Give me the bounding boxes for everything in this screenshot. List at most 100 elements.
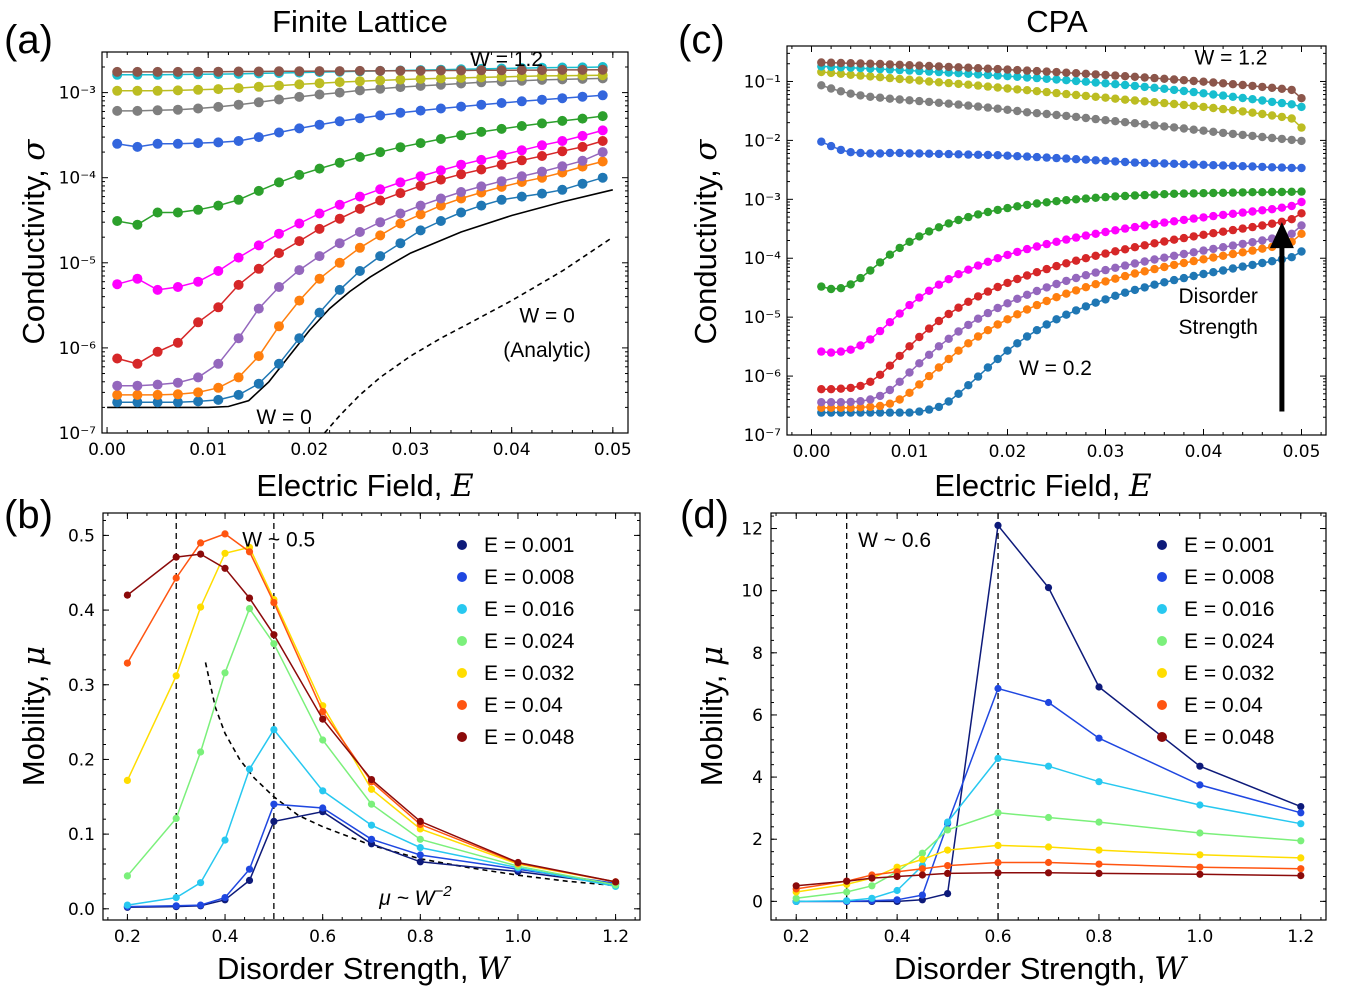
data-point [577,113,588,124]
data-point [1179,258,1189,268]
data-point [233,252,244,263]
legend-label: E = 0.04 [1184,694,1263,717]
data-point [944,275,953,284]
x-tick-label: 1.0 [1186,927,1213,947]
data-point [856,397,865,406]
data-point [944,846,952,854]
data-point [1179,76,1189,85]
data-point [1091,193,1100,202]
data-point [1297,94,1306,103]
data-point [915,359,924,368]
data-point [924,405,934,414]
data-point [1209,127,1218,136]
data-point [476,99,487,110]
data-point [1238,93,1247,103]
data-point [375,251,386,262]
data-point [314,307,325,318]
data-point [1022,200,1032,210]
data-point [1052,261,1061,271]
data-point [274,228,284,239]
data-point [172,574,180,582]
data-point [1277,217,1287,226]
data-point [934,342,944,351]
data-point [1297,803,1305,811]
data-point [213,137,224,148]
data-point [354,76,365,87]
data-point [274,66,284,77]
data-point [1248,108,1257,117]
data-point [1120,72,1130,81]
data-point [1130,285,1140,295]
y-tick-label: 10⁻⁷ [59,424,97,444]
data-point [893,896,901,904]
data-point [193,276,204,287]
data-point [1258,109,1267,119]
data-point [895,395,904,404]
legend-marker [1157,700,1167,710]
data-point [1042,320,1051,329]
data-point [1140,73,1149,82]
data-point [1013,247,1022,257]
data-point [954,270,963,279]
data-point [334,257,345,268]
data-point [112,380,123,391]
data-point [597,90,608,101]
data-point [1169,99,1179,109]
data-point [152,85,163,96]
panel-c-xlabel: Electric Field, E [934,468,1152,504]
data-point [1199,102,1208,112]
data-point [1258,221,1267,230]
panel-a-xlabel-text: Electric Field, [256,468,451,503]
data-point [1032,300,1042,310]
data-point [1199,246,1208,255]
data-point [856,381,865,391]
data-point [1022,152,1032,161]
data-point [314,251,325,262]
data-point [836,58,846,68]
data-point [1071,306,1081,315]
data-point [1095,818,1103,826]
data-point [577,141,588,152]
data-point [123,901,131,909]
data-point [213,382,224,393]
y-tick-label: 6 [752,706,763,726]
reference-dashed-curve [323,236,614,434]
data-point [1297,136,1306,146]
data-point [132,380,143,391]
data-point [856,59,865,68]
panel-b: (b) 0.2 0.4 0.6 0.8 1.0 1.2 0.0 0.1 0.2 0.3 0.4 0.5… [4,493,641,987]
data-point [1277,203,1287,212]
data-point [918,891,927,899]
data-point [597,172,608,183]
data-point [905,388,914,397]
data-point [1189,256,1198,266]
panel-label-a: (a) [4,18,53,62]
data-point [334,87,345,98]
data-point [537,188,547,199]
data-point [934,363,944,372]
data-point [1101,93,1110,102]
data-point [1091,229,1100,238]
panel-b-plot-area: 0.2 0.4 0.6 0.8 1.0 1.2 0.0 0.1 0.2 0.3 0.4 0.5 E = … [68,513,640,947]
data-point [1297,854,1305,862]
data-point [1095,869,1103,878]
data-point [1111,247,1120,256]
data-point [934,78,944,87]
panel-d-ylabel-text: Mobility, [694,666,729,786]
data-point [964,63,973,72]
data-point [112,216,123,226]
data-point [1062,76,1071,85]
data-point [152,389,163,400]
data-point [905,149,914,158]
data-point [1258,236,1267,245]
data-point [1013,274,1022,284]
data-point [1032,109,1042,118]
data-point [233,279,244,290]
data-point [1095,846,1103,854]
data-point [1013,339,1022,348]
data-point [319,736,327,744]
x-tick-label: 0.04 [493,440,531,460]
panel-label-d: (d) [680,493,729,537]
data-point [1238,188,1247,197]
legend-label: E = 0.001 [484,534,575,557]
